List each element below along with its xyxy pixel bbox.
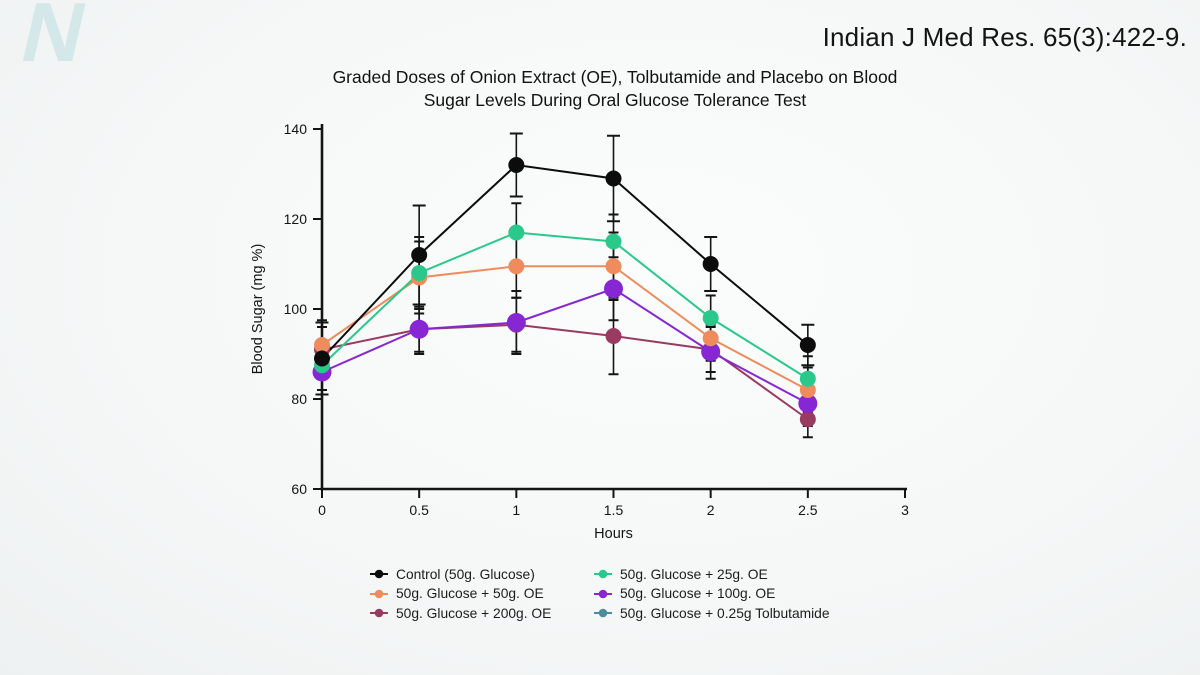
data-point: [409, 319, 429, 339]
chart-title-line2: Sugar Levels During Oral Glucose Toleran…: [423, 89, 807, 110]
legend-label: 50g. Glucose + 100g. OE: [620, 586, 776, 601]
data-point: [701, 342, 721, 362]
chart-title-line1: Graded Doses of Onion Extract (OE), Tolb…: [332, 67, 898, 87]
x-tick-label: 3: [901, 502, 909, 518]
y-tick-label: 80: [291, 391, 307, 407]
y-tick-label: 60: [291, 481, 307, 497]
legend-item: 50g. Glucose + 200g. OE: [370, 605, 594, 621]
x-tick-label: 1: [512, 502, 520, 518]
x-axis-title: Hours: [594, 526, 633, 542]
y-axis-title: Blood Sugar (mg %): [250, 244, 266, 375]
legend-label: 50g. Glucose + 25g. OE: [620, 566, 768, 582]
data-point: [702, 256, 719, 272]
chart-legend: Control (50g. Glucose) 50g. Glucose + 25g…: [370, 566, 830, 621]
x-tick-label: 0.5: [409, 502, 429, 518]
x-tick-label: 0: [318, 502, 326, 518]
legend-label: Control (50g. Glucose): [396, 566, 535, 582]
legend-label: 50g. Glucose + 200g. OE: [396, 605, 552, 621]
data-point: [508, 258, 525, 275]
data-point: [605, 233, 622, 250]
data-point: [314, 337, 330, 353]
series-line: [321, 163, 809, 360]
data-point: [798, 394, 818, 413]
data-point: [411, 265, 428, 281]
x-tick-label: 2.5: [798, 502, 818, 518]
data-point: [411, 247, 428, 263]
series-line: [321, 287, 809, 405]
data-point: [604, 279, 623, 299]
legend-marker-icon: [370, 608, 388, 618]
data-point: [799, 370, 816, 387]
legend-marker-icon: [594, 569, 612, 579]
data-point: [508, 157, 525, 173]
legend-marker-icon: [594, 589, 612, 598]
x-tick-label: 2: [707, 502, 715, 518]
data-point: [605, 170, 622, 187]
y-tick-label: 100: [284, 301, 308, 317]
data-point: [605, 328, 622, 344]
y-tick-label: 140: [284, 121, 308, 137]
citation: Indian J Med Res. 65(3):422-9.: [822, 22, 1187, 52]
legend-item: 50g. Glucose + 50g. OE: [370, 586, 594, 601]
series-line: [321, 231, 809, 380]
data-point: [314, 350, 330, 367]
legend-item: 50g. Glucose + 100g. OE: [594, 586, 830, 601]
data-point: [508, 224, 525, 241]
chart-title: Graded Doses of Onion Extract (OE), Tolb…: [255, 66, 975, 111]
data-point: [799, 337, 816, 353]
data-point: [799, 411, 816, 428]
data-point: [702, 310, 719, 326]
legend-item: 50g. Glucose + 25g. OE: [594, 566, 830, 582]
legend-label: 50g. Glucose + 50g. OE: [396, 586, 544, 601]
x-tick-label: 1.5: [604, 502, 624, 518]
legend-item: Control (50g. Glucose): [370, 566, 594, 582]
data-point: [605, 258, 622, 275]
legend-marker-icon: [594, 608, 612, 618]
legend-marker-icon: [370, 589, 388, 598]
data-point: [702, 330, 719, 347]
legend-item: 50g. Glucose + 0.25g Tolbutamide: [594, 605, 830, 621]
data-point: [506, 313, 526, 332]
y-tick-label: 120: [284, 211, 308, 227]
legend-marker-icon: [370, 569, 388, 579]
data-point: [799, 382, 816, 398]
legend-label: 50g. Glucose + 0.25g Tolbutamide: [620, 605, 830, 621]
